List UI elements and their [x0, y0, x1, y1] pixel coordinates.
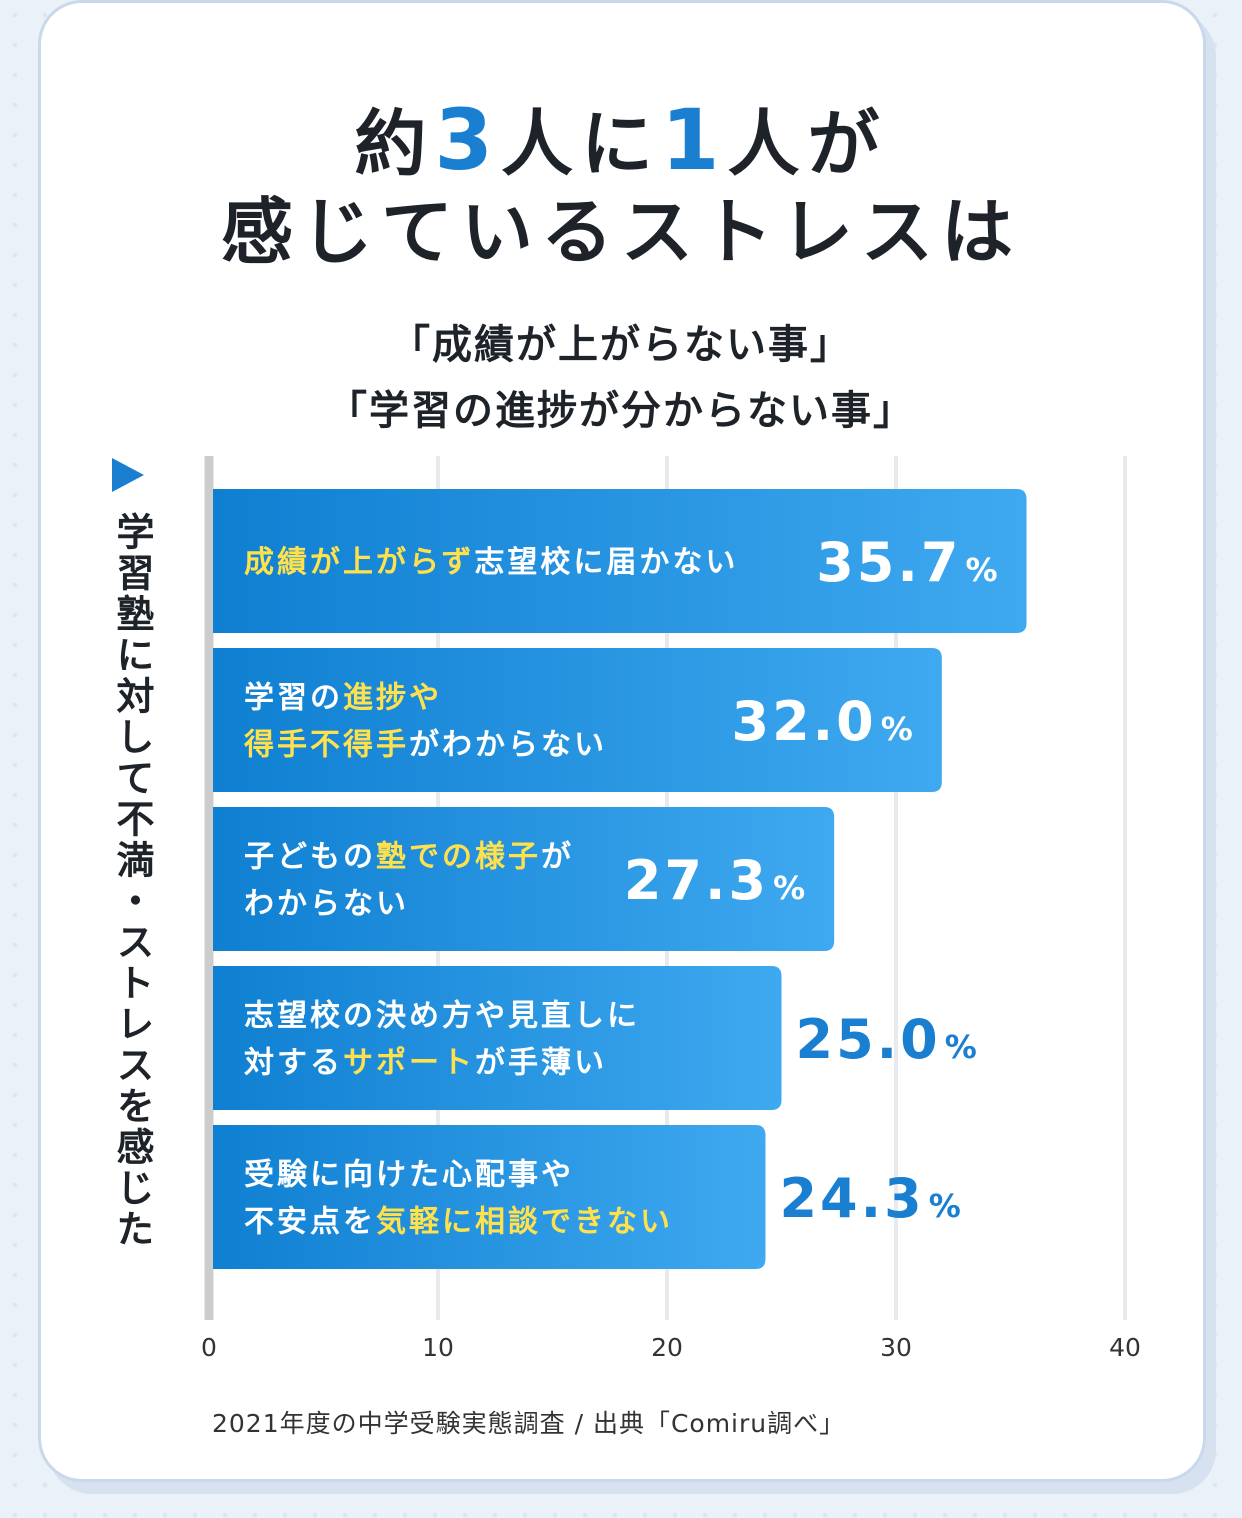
bar-value-number: 27.3 [624, 849, 769, 912]
x-tick-label: 40 [1109, 1333, 1141, 1362]
category-highlight-text: 気軽に相談できない [376, 1205, 673, 1240]
category-text: 不安点を [244, 1205, 376, 1240]
bar-value-number: 24.3 [779, 1167, 924, 1230]
bar-category-label: 子どもの塾での様子が [244, 840, 574, 875]
bar-category-label: 成績が上がらず志望校に届かない [244, 545, 738, 580]
bar-value-label: 32.0% [732, 690, 916, 753]
category-text: 対する [244, 1046, 343, 1081]
category-text: が [541, 840, 574, 875]
category-highlight-text: サポート [343, 1046, 475, 1081]
bar-value-percent: % [929, 1187, 964, 1225]
bar [213, 807, 835, 951]
category-text: わからない [244, 887, 409, 922]
category-text: が手薄い [475, 1046, 607, 1081]
bar-category-label: 得手不得手がわからない [243, 728, 607, 763]
bar-value-label: 24.3% [779, 1167, 963, 1230]
category-text: 志望校に届かない [474, 545, 738, 580]
bar-value-number: 25.0 [796, 1008, 941, 1071]
bar-value-label: 27.3% [624, 849, 808, 912]
bar-value-percent: % [881, 710, 916, 748]
bar-value-percent: % [945, 1028, 980, 1066]
category-text: がわからない [409, 728, 607, 763]
bar [213, 648, 942, 792]
category-text: 受験に向けた心配事や [244, 1158, 574, 1193]
triangle-marker-icon [112, 458, 144, 492]
bar-category-label: 志望校の決め方や見直しに [244, 999, 640, 1034]
x-tick-label: 30 [880, 1333, 912, 1362]
category-highlight-text: 進捗や [343, 681, 442, 716]
bar-category-label: 不安点を気軽に相談できない [244, 1205, 673, 1240]
bar-value-label: 35.7% [816, 531, 1000, 594]
category-text: 子どもの [244, 840, 376, 875]
x-tick-label: 0 [201, 1333, 217, 1362]
bar-category-label: 学習の進捗や [244, 681, 442, 716]
headline-text: 人が [727, 102, 888, 186]
headline-text: 約 [354, 102, 435, 186]
category-text: 学習の [244, 681, 343, 716]
source-footer: 2021年度の中学受験実態調査 / 出典「Comiru調べ」 [212, 1409, 846, 1438]
headline-line2: 感じているストレスは [220, 190, 1021, 274]
x-tick-label: 10 [422, 1333, 454, 1362]
category-highlight-text: 成績が上がらず [244, 545, 474, 580]
bar-group: 成績が上がらず志望校に届かない 35.7% [213, 489, 1027, 633]
subtitle-line2: 「学習の進捗が分からない事」 [327, 388, 915, 434]
bar [213, 489, 1027, 633]
bar [213, 966, 782, 1110]
x-tick-label: 20 [651, 1333, 683, 1362]
bar-value-number: 32.0 [732, 690, 877, 753]
vertical-axis-label: 学習塾に対して不満・ストレスを感じた [110, 512, 154, 1250]
bar-value-percent: % [965, 551, 1000, 589]
category-text: 志望校の決め方や見直しに [244, 999, 640, 1034]
category-highlight-text: 得手不得手 [243, 728, 409, 763]
bar-value-percent: % [773, 869, 808, 907]
bar-category-label: 対するサポートが手薄い [244, 1046, 607, 1081]
bar-value-number: 35.7 [816, 531, 961, 594]
headline-number: 3 [434, 91, 501, 189]
bar-value-label: 25.0% [796, 1008, 980, 1071]
bar-category-label: 受験に向けた心配事や [244, 1158, 574, 1193]
headline-number: 1 [661, 91, 728, 189]
bar-category-label: わからない [244, 887, 409, 922]
bar [213, 1125, 766, 1269]
headline-line1: 約3人に1人が [0, 92, 1242, 192]
subtitle-line1: 「成績が上がらない事」 [390, 322, 852, 368]
category-highlight-text: 塾での様子 [376, 840, 541, 875]
headline-text: 人に [500, 102, 661, 186]
